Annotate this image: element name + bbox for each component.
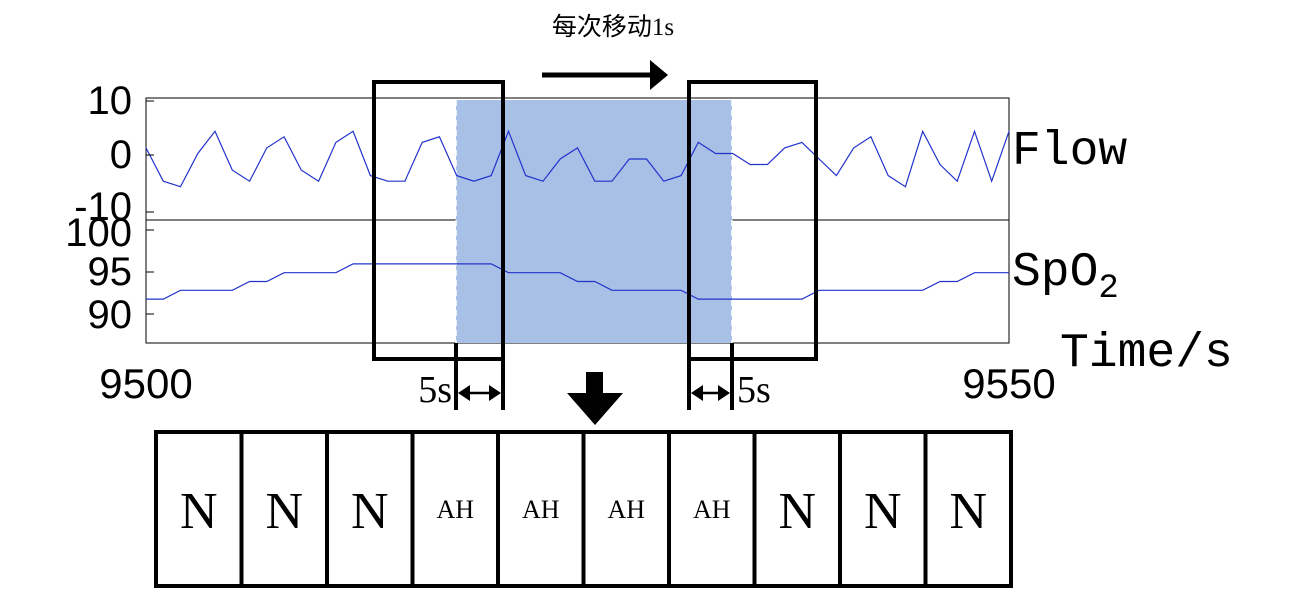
gap-marker-left bbox=[454, 343, 505, 410]
window-left bbox=[372, 80, 505, 361]
segment-label: AH bbox=[522, 495, 560, 524]
segment-box bbox=[667, 430, 757, 588]
segment-label: N bbox=[265, 483, 303, 540]
segment-strip: N N N AH AH AH AH N N N bbox=[154, 430, 1013, 588]
gap-label-right: 5s bbox=[737, 369, 771, 411]
spo2-tick-mid: 95 bbox=[88, 250, 133, 294]
segment-label: N bbox=[949, 483, 987, 540]
time-axis-label: Time/s bbox=[1060, 327, 1233, 381]
flow-label: Flow bbox=[1012, 125, 1127, 179]
flow-tick-bottom: -10 bbox=[74, 185, 132, 229]
segment-label: N bbox=[180, 483, 218, 540]
segment-label: AH bbox=[436, 495, 474, 524]
flow-signal bbox=[145, 129, 1010, 188]
segment-label: N bbox=[778, 483, 816, 540]
segment-box bbox=[154, 430, 244, 588]
spo2-tick-bottom: 90 bbox=[88, 293, 133, 337]
segment-label: AH bbox=[693, 495, 731, 524]
segment-label: N bbox=[864, 483, 902, 540]
window-right bbox=[687, 80, 818, 361]
spo2-label-main: SpO bbox=[1012, 246, 1098, 300]
segment-box bbox=[325, 430, 415, 588]
down-arrow bbox=[567, 372, 623, 425]
x-tick-end: 9550 bbox=[962, 360, 1055, 407]
gap-label-left: 5s bbox=[418, 369, 452, 411]
spo2-tick-top: 100 bbox=[65, 211, 132, 255]
spo2-label: SpO2 bbox=[1012, 246, 1119, 308]
flow-tick-top: 10 bbox=[88, 79, 133, 123]
x-tick-start: 9500 bbox=[99, 360, 192, 407]
gap-marker-right bbox=[687, 343, 734, 410]
spo2-label-sub: 2 bbox=[1098, 270, 1118, 308]
segment-box bbox=[496, 430, 586, 588]
shift-caption: 每次移动1s bbox=[552, 13, 674, 41]
segment-box bbox=[838, 430, 928, 588]
segment-label: AH bbox=[607, 495, 645, 524]
flow-tick-mid: 0 bbox=[110, 133, 132, 177]
segment-label: N bbox=[351, 483, 389, 540]
spo2-signal bbox=[146, 263, 1009, 300]
shift-arrow bbox=[542, 60, 668, 90]
segment-box bbox=[923, 430, 1013, 588]
